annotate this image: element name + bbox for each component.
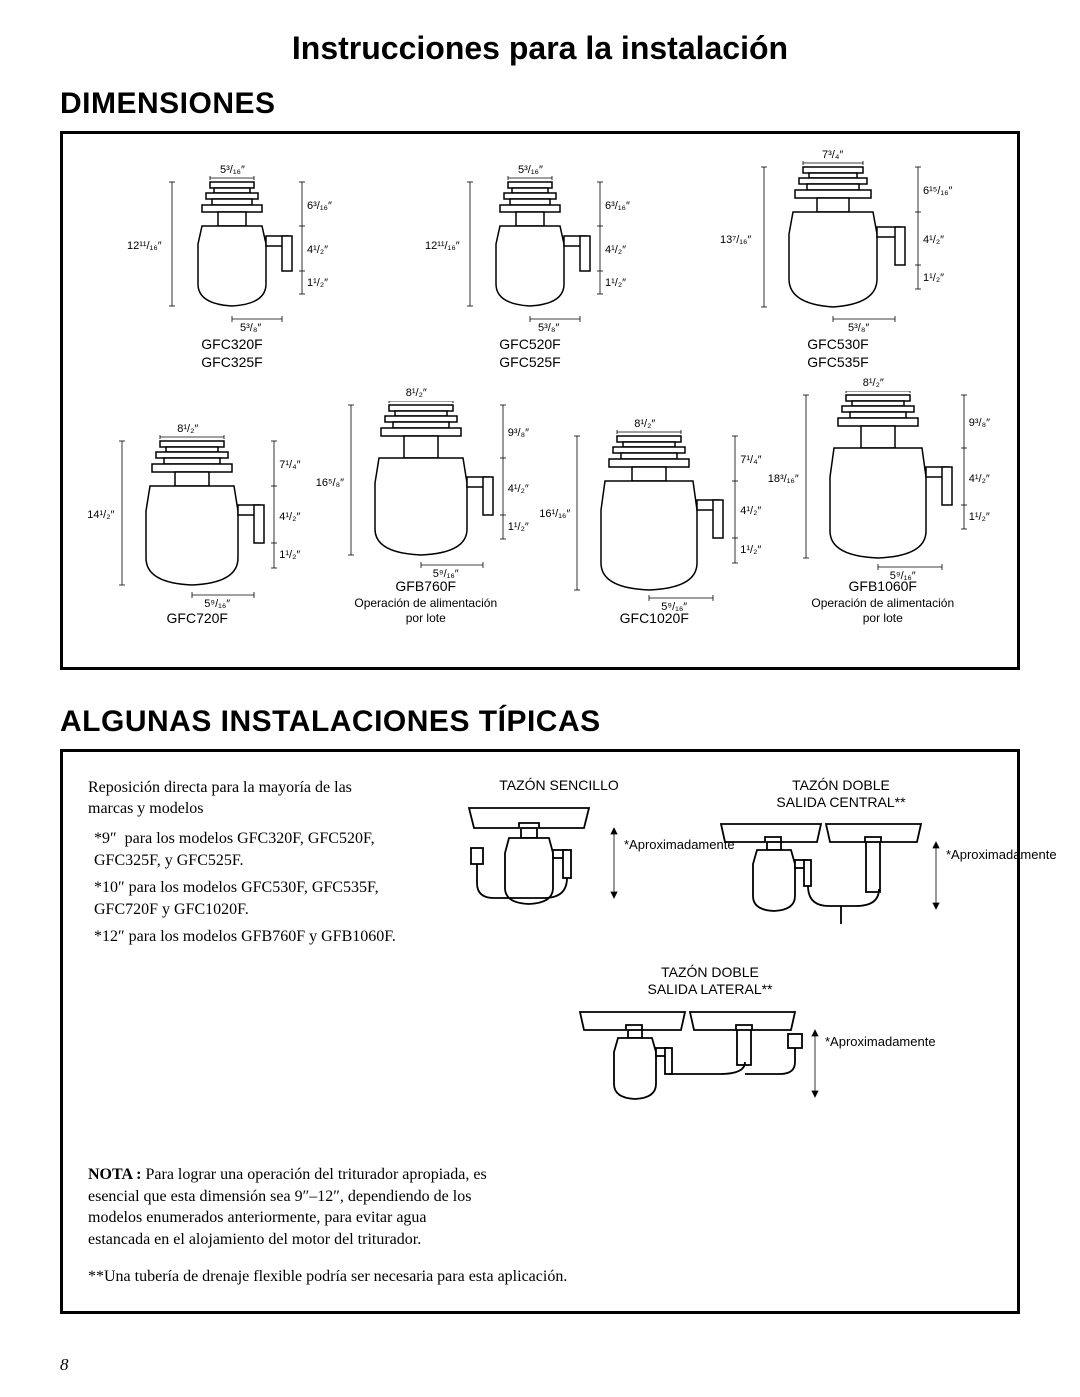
disposer-diagram — [102, 433, 292, 603]
nota-paragraph: NOTA : Para lograr una operación del tri… — [88, 1164, 488, 1250]
install-intro: Reposición directa para la mayoría de la… — [88, 777, 398, 820]
install-diagrams: TAZÓN SENCILLO — [428, 777, 992, 1152]
installations-heading: ALGUNAS INSTALACIONES TÍPICAS — [60, 705, 1020, 739]
page-number: 8 — [60, 1355, 69, 1375]
disposer-diagram — [142, 174, 322, 329]
dim-upper-h: 7¹/₄″ — [740, 454, 761, 466]
disposer-diagram — [738, 159, 938, 329]
bullet-text: para los modelos GFB760F y GFB1060F. — [129, 928, 396, 945]
sink-title: TAZÓN DOBLE SALIDA CENTRAL** — [776, 777, 905, 811]
dim-top-w: 8¹/₂″ — [634, 418, 655, 430]
dim-upper-h: 7¹/₄″ — [279, 459, 300, 471]
bullet-text: para los modelos GFC320F, GFC520F, GFC32… — [94, 830, 375, 869]
dim-offset: 5³/₈″ — [240, 322, 261, 334]
dim-offset: 5³/₈″ — [848, 322, 869, 334]
dim-row-2: 8¹/₂″ 7¹/₄″ 14¹/₂″ 4¹/₂″ 1¹/₂″ 5⁹/₁₆″ GF… — [83, 391, 997, 626]
sink-diagram — [711, 814, 971, 944]
bullet-prefix: *9″ — [94, 830, 117, 847]
model-sub: Operación de alimentación por lote — [811, 596, 954, 627]
dim-pipe-h: 1¹/₂″ — [605, 277, 626, 289]
sink-single: TAZÓN SENCILLO — [449, 777, 669, 945]
dim-pipe-h: 1¹/₂″ — [508, 521, 529, 533]
dim-item: 5³/₁₆″ 6³/₁₆″ 12¹¹/₁₆″ 4¹/₂″ 1¹/₂″ 5³/₈″… — [142, 174, 322, 371]
dim-total-h: 18³/₁₆″ — [768, 473, 799, 485]
dim-upper-h: 9³/₈″ — [969, 417, 990, 429]
dim-upper-h: 6³/₁₆″ — [307, 200, 332, 212]
dim-pipe-h: 1¹/₂″ — [923, 272, 944, 284]
dim-offset: 5⁹/₁₆″ — [204, 598, 230, 610]
model-label: GFC320F — [201, 335, 262, 353]
bullet-prefix: *10″ — [94, 879, 125, 896]
disposer-diagram — [559, 428, 749, 603]
dim-offset: 5⁹/₁₆″ — [433, 568, 459, 580]
dim-item: 5³/₁₆″ 6³/₁₆″ 12¹¹/₁₆″ 4¹/₂″ 1¹/₂″ 5³/₈″… — [440, 174, 620, 371]
dim-offset: 5³/₈″ — [538, 322, 559, 334]
model-label: GFC535F — [807, 353, 868, 371]
dim-top-w: 8¹/₂″ — [406, 387, 427, 399]
dim-item: 8¹/₂″ 9³/₈″ 16⁵/₈″ 4¹/₂″ 1¹/₂″ 5⁹/₁₆″ GF… — [331, 401, 521, 626]
model-label: GFC525F — [499, 353, 560, 371]
dim-total-h: 12¹¹/₁₆″ — [127, 240, 162, 252]
dim-upper-h: 9³/₈″ — [508, 427, 529, 439]
sink-title: TAZÓN SENCILLO — [499, 777, 619, 794]
nota-label: NOTA : — [88, 1166, 141, 1183]
sink-diagram — [449, 798, 669, 928]
nota-text: Para lograr una operación del triturador… — [88, 1166, 487, 1248]
dim-mid-h: 4¹/₂″ — [740, 505, 761, 517]
dim-offset: 5⁹/₁₆″ — [890, 570, 916, 582]
dim-pipe-h: 1¹/₂″ — [969, 511, 990, 523]
disposer-diagram — [331, 401, 521, 571]
dim-total-h: 16¹/₁₆″ — [539, 508, 570, 520]
dim-top-w: 7³/₄″ — [822, 149, 843, 161]
dim-top-w: 5³/₁₆″ — [518, 164, 543, 176]
dim-item: 8¹/₂″ 7¹/₄″ 16¹/₁₆″ 4¹/₂″ 1¹/₂″ 5⁹/₁₆″ G… — [559, 428, 749, 627]
dim-pipe-h: 1¹/₂″ — [279, 549, 300, 561]
dim-offset: 5⁹/₁₆″ — [661, 601, 687, 613]
dim-mid-h: 4¹/₂″ — [605, 244, 626, 256]
sink-double-center: TAZÓN DOBLE SALIDA CENTRAL** — [711, 777, 971, 945]
disposer-diagram — [440, 174, 620, 329]
footnote: **Una tubería de drenaje flexible podría… — [88, 1268, 992, 1286]
dim-total-h: 13⁷/₁₆″ — [720, 234, 751, 246]
install-text: Reposición directa para la mayoría de la… — [88, 777, 398, 1152]
model-label: GFC325F — [201, 353, 262, 371]
model-label: GFB1060F — [811, 577, 954, 595]
dim-mid-h: 4¹/₂″ — [279, 511, 300, 523]
dimensions-heading: DIMENSIONES — [60, 87, 1020, 121]
dim-top-w: 8¹/₂″ — [177, 423, 198, 435]
dim-item: 8¹/₂″ 9³/₈″ 18³/₁₆″ 4¹/₂″ 1¹/₂″ 5⁹/₁₆″ G… — [788, 391, 978, 626]
page-title: Instrucciones para la instalación — [60, 30, 1020, 67]
dim-upper-h: 6¹⁵/₁₆″ — [923, 185, 952, 197]
model-label: GFB760F — [354, 577, 497, 595]
dim-total-h: 12¹¹/₁₆″ — [425, 240, 460, 252]
bullet-prefix: *12″ — [94, 928, 125, 945]
dim-row-1: 5³/₁₆″ 6³/₁₆″ 12¹¹/₁₆″ 4¹/₂″ 1¹/₂″ 5³/₈″… — [83, 159, 997, 371]
dimensions-box: 5³/₁₆″ 6³/₁₆″ 12¹¹/₁₆″ 4¹/₂″ 1¹/₂″ 5³/₈″… — [60, 131, 1020, 670]
dim-top-w: 5³/₁₆″ — [220, 164, 245, 176]
dim-top-w: 8¹/₂″ — [863, 377, 884, 389]
dim-mid-h: 4¹/₂″ — [969, 473, 990, 485]
dim-mid-h: 4¹/₂″ — [307, 244, 328, 256]
dim-mid-h: 4¹/₂″ — [923, 234, 944, 246]
sink-double-side: TAZÓN DOBLE SALIDA LATERAL** — [570, 964, 850, 1132]
dim-item: 7³/₄″ 6¹⁵/₁₆″ 13⁷/₁₆″ 4¹/₂″ 1¹/₂″ 5³/₈″ … — [738, 159, 938, 371]
aprox-label: *Aproximadamente — [946, 847, 1057, 862]
model-sub: Operación de alimentación por lote — [354, 596, 497, 627]
dim-item: 8¹/₂″ 7¹/₄″ 14¹/₂″ 4¹/₂″ 1¹/₂″ 5⁹/₁₆″ GF… — [102, 433, 292, 627]
dim-total-h: 14¹/₂″ — [87, 509, 114, 521]
installations-box: Reposición directa para la mayoría de la… — [60, 749, 1020, 1315]
bullet-text: para los modelos GFC530F, GFC535F, GFC72… — [94, 879, 379, 918]
model-label: GFC530F — [807, 335, 868, 353]
disposer-diagram — [788, 391, 978, 571]
sink-title: TAZÓN DOBLE SALIDA LATERAL** — [647, 964, 772, 998]
dim-pipe-h: 1¹/₂″ — [307, 277, 328, 289]
dim-upper-h: 6³/₁₆″ — [605, 200, 630, 212]
dim-total-h: 16⁵/₈″ — [316, 477, 344, 489]
model-label: GFC520F — [499, 335, 560, 353]
aprox-label: *Aproximadamente — [825, 1034, 936, 1049]
model-label: GFC720F — [167, 609, 228, 627]
dim-mid-h: 4¹/₂″ — [508, 483, 529, 495]
sink-diagram — [570, 1002, 850, 1132]
dim-pipe-h: 1¹/₂″ — [740, 544, 761, 556]
